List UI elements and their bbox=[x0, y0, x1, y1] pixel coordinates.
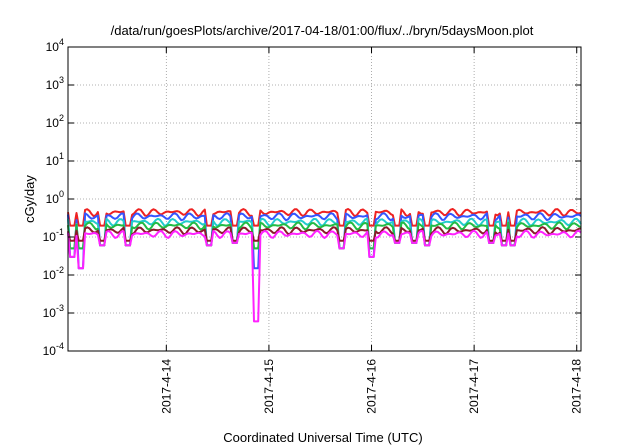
x-tick-label: 2017-4-16 bbox=[365, 359, 379, 414]
series-line-4 bbox=[67, 221, 582, 250]
series-line-5 bbox=[67, 226, 582, 242]
grid bbox=[68, 47, 581, 351]
plot-frame bbox=[67, 46, 582, 352]
y-axis-label: cGy/day bbox=[22, 175, 37, 223]
y-tick-label: 104 bbox=[46, 37, 64, 54]
series-line-1 bbox=[67, 208, 582, 227]
y-tick-label: 10-4 bbox=[43, 341, 64, 358]
series-line-3 bbox=[67, 217, 582, 250]
x-tick-label: 2017-4-15 bbox=[262, 359, 276, 414]
x-tick-label: 2017-4-14 bbox=[159, 359, 173, 414]
series-group bbox=[67, 208, 582, 323]
y-tick-label: 100 bbox=[46, 189, 64, 206]
x-tick-label: 2017-4-17 bbox=[467, 359, 481, 414]
x-tick-label: 2017-4-18 bbox=[570, 359, 584, 414]
y-tick-label: 10-1 bbox=[43, 227, 64, 244]
x-axis-ticks: 2017-4-14 2017-4-15 2017-4-16 2017-4-17 2017… bbox=[159, 47, 584, 414]
y-tick-label: 101 bbox=[46, 151, 64, 168]
y-tick-label: 10-3 bbox=[43, 303, 64, 320]
y-tick-label: 102 bbox=[46, 113, 64, 130]
y-tick-label: 10-2 bbox=[43, 265, 64, 282]
chart-title: /data/run/goesPlots/archive/2017-04-18/0… bbox=[111, 23, 534, 38]
x-axis-label: Coordinated Universal Time (UTC) bbox=[223, 430, 422, 445]
series-line-6 bbox=[67, 229, 582, 323]
y-tick-label: 103 bbox=[46, 75, 64, 92]
series-line-2 bbox=[67, 212, 582, 270]
y-axis-ticks: 10-4 10-3 10-2 10-1 100 101 102 103 104 bbox=[43, 37, 581, 358]
